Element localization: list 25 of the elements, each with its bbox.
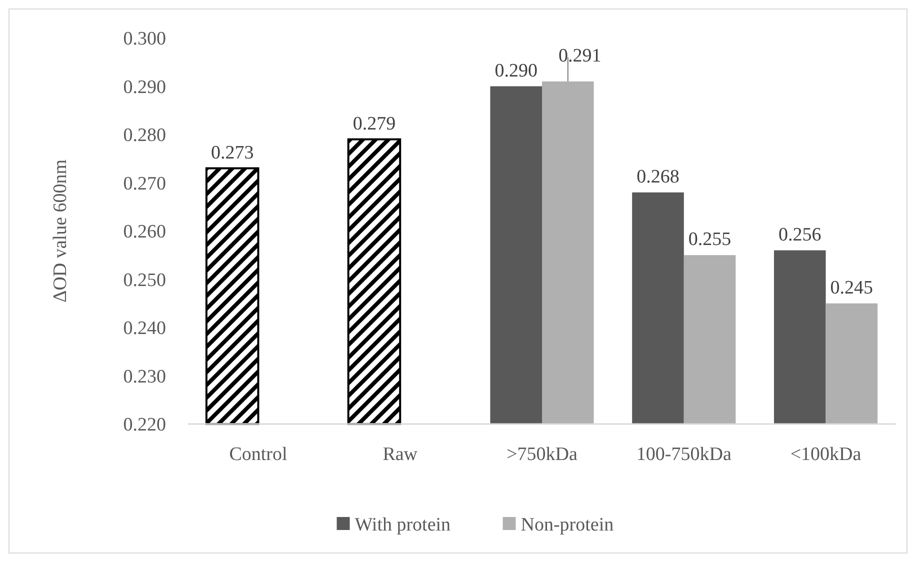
y-tick-label: 0.280	[123, 125, 166, 146]
y-tick-label: 0.300	[123, 28, 166, 50]
y-tick-label: 0.270	[123, 173, 166, 194]
x-tick-label: Control	[229, 444, 288, 465]
data-label: 0.268	[636, 166, 680, 188]
data-label: 0.256	[778, 224, 822, 246]
y-axis-title: ΔOD value 600nm	[50, 159, 71, 303]
legend-label: Non-protein	[520, 514, 614, 536]
data-label: 0.290	[494, 60, 538, 82]
data-label: 0.255	[688, 229, 732, 250]
data-label: 0.279	[352, 113, 396, 134]
y-tick-label: 0.230	[123, 366, 166, 388]
data-label: 0.273	[210, 142, 254, 164]
data-label: 0.245	[830, 277, 874, 298]
x-tick-label: Raw	[382, 444, 418, 465]
legend-label: With protein	[354, 514, 452, 536]
data-label: 0.291	[558, 45, 602, 66]
x-tick-label: 100-750kDa	[636, 444, 732, 465]
y-tick-label: 0.220	[123, 414, 166, 436]
x-tick-label: >750kDa	[506, 444, 578, 465]
y-tick-label: 0.250	[123, 270, 166, 291]
y-tick-label: 0.240	[123, 318, 166, 340]
y-tick-label: 0.290	[123, 76, 166, 98]
x-tick-label: <100kDa	[790, 444, 862, 465]
y-tick-label: 0.260	[123, 222, 166, 243]
